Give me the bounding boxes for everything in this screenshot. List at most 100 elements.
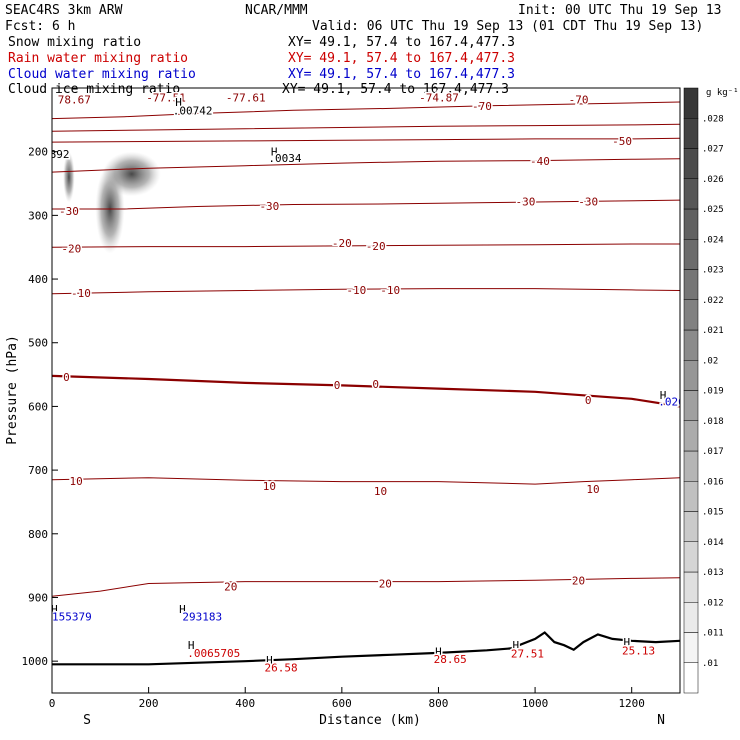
max-marker-7: H xyxy=(512,639,519,652)
y-tick-label-700: 700 xyxy=(28,464,48,477)
field-rain-name: Rain water mixing ratio xyxy=(8,51,188,66)
contour-label-12: -10 xyxy=(346,284,366,297)
x-tick-label-200: 200 xyxy=(139,697,159,710)
contour-label-16: 0 xyxy=(372,378,379,391)
field-cloudwater-xy: XY= 49.1, 57.4 to 167.4,477.3 xyxy=(288,67,515,82)
colorbar-label-8: .018 xyxy=(702,417,724,427)
colorbar-swatch-17 xyxy=(683,148,699,179)
max-value-8: 25.13 xyxy=(622,644,655,657)
colorbar-swatch-15 xyxy=(683,208,699,240)
max-marker-4: H xyxy=(188,639,195,652)
field-cloudwater-name: Cloud water mixing ratio xyxy=(8,67,196,82)
contour-line-m20 xyxy=(52,243,680,248)
org-label: NCAR/MMM xyxy=(245,3,308,18)
contour-label-7: -30 xyxy=(578,195,598,208)
snow-field xyxy=(63,151,161,254)
contour-label-17: 0 xyxy=(585,394,592,407)
colorbar-swatch-2 xyxy=(683,602,699,633)
colorbar-swatch-0 xyxy=(683,662,699,694)
contour-line-0 xyxy=(52,374,680,408)
x-axis-label: Distance (km) xyxy=(319,713,421,728)
field-snow-xy: XY= 49.1, 57.4 to 167.4,477.3 xyxy=(288,35,515,50)
colorbar-swatch-6 xyxy=(683,481,699,512)
colorbar-label-15: .025 xyxy=(702,205,724,215)
contour-label-11: -10 xyxy=(71,287,91,300)
contour-label-5: -30 xyxy=(259,200,279,213)
max-value-2: 155379 xyxy=(52,611,92,624)
max-marker-6: H xyxy=(435,646,442,659)
colorbar-swatch-5 xyxy=(683,511,699,542)
colorbar-label-17: .027 xyxy=(702,145,724,155)
contour-label-0: -70 xyxy=(569,93,589,106)
colorbar-swatch-8 xyxy=(683,420,699,452)
upper-label-2: -77.61 xyxy=(226,92,266,105)
contour-label-2: -50 xyxy=(612,135,632,148)
colorbar-swatch-7 xyxy=(683,450,699,482)
colorbar-label-4: .014 xyxy=(702,538,724,548)
contour-label-1: -70 xyxy=(472,100,492,113)
upper-label-0: 78.67 xyxy=(58,93,91,106)
max-marker-9: H xyxy=(660,389,667,402)
snow-blob-1 xyxy=(102,151,161,197)
max-marker-8: H xyxy=(624,636,631,649)
max-marker-5: H xyxy=(266,654,273,667)
y-tick-label-300: 300 xyxy=(28,209,48,222)
max-value-7: 27.51 xyxy=(511,648,544,661)
x-tick-label-600: 600 xyxy=(332,697,352,710)
contour-label-13: -10 xyxy=(380,284,400,297)
colorbar-label-7: .017 xyxy=(702,447,724,457)
max-marker-3: H xyxy=(179,603,186,616)
colorbar-label-0: .01 xyxy=(702,659,718,669)
field-ice-xy: XY= 49.1, 57.4 to 167.4,477.3 xyxy=(282,82,509,97)
contour-line-m70 xyxy=(52,101,680,120)
colorbar-swatch-10 xyxy=(683,360,699,391)
x-tick-label-0: 0 xyxy=(49,697,56,710)
colorbar-label-9: .019 xyxy=(702,387,724,397)
colorbar-swatch-14 xyxy=(683,239,699,270)
colorbar-unit: g kg⁻¹ xyxy=(706,88,739,98)
max-marker-1: H xyxy=(271,146,278,159)
contour-label-21: 10 xyxy=(586,483,599,496)
colorbar-label-10: .02 xyxy=(702,356,718,366)
colorbar-label-3: .013 xyxy=(702,568,724,578)
max-marker-0: H xyxy=(175,96,182,109)
contour-label-19: 10 xyxy=(263,480,276,493)
colorbar-swatch-18 xyxy=(683,118,699,149)
model-label: SEAC4RS 3km ARW xyxy=(5,3,123,18)
x-tick-label-800: 800 xyxy=(429,697,449,710)
contour-line-m30 xyxy=(52,199,680,210)
max-value-4: .0065705 xyxy=(187,647,240,660)
max-value-5: 26.58 xyxy=(265,662,298,675)
contour-line-20 xyxy=(52,577,680,597)
max-value-0: .00742 xyxy=(173,104,213,117)
contour-label-3: -40 xyxy=(530,155,550,168)
plot-frame xyxy=(51,87,681,694)
axes: 0 200 400 600 800 1000 12002003004005006007008… xyxy=(22,146,645,710)
contour-label-4: -30 xyxy=(59,205,79,218)
colorbar-label-6: .016 xyxy=(702,477,724,487)
contour-label-22: 20 xyxy=(224,581,237,594)
x-tick-label-1200: 1200 xyxy=(618,697,645,710)
contour-labels: -70 -70 -50 -40 -30 -30 -30 -30 -20 -20 -20 -10 -10 -… xyxy=(50,90,680,676)
upper-label-4: 892 xyxy=(50,148,70,161)
x-end-label-north: N xyxy=(657,713,665,728)
x-tick-label-1000: 1000 xyxy=(522,697,549,710)
contour-line-m60 xyxy=(52,123,680,132)
colorbar-label-13: .023 xyxy=(702,266,724,276)
snow-blob-2 xyxy=(63,151,75,203)
y-tick-label-600: 600 xyxy=(28,400,48,413)
contour-label-10: -20 xyxy=(366,240,386,253)
colorbar-label-16: .026 xyxy=(702,175,724,185)
contour-label-14: 0 xyxy=(63,371,70,384)
colorbar-label-11: .021 xyxy=(702,326,724,336)
contour-label-9: -20 xyxy=(332,237,352,250)
contour-label-15: 0 xyxy=(334,379,341,392)
colorbar-label-12: .022 xyxy=(702,296,724,306)
y-tick-label-200: 200 xyxy=(28,146,48,159)
colorbar-swatch-19 xyxy=(683,87,699,119)
field-rain-xy: XY= 49.1, 57.4 to 167.4,477.3 xyxy=(288,51,515,66)
terrain xyxy=(52,631,680,666)
colorbar-label-14: .024 xyxy=(702,235,724,245)
valid-time: Valid: 06 UTC Thu 19 Sep 13 (01 CDT Thu … xyxy=(312,19,703,34)
